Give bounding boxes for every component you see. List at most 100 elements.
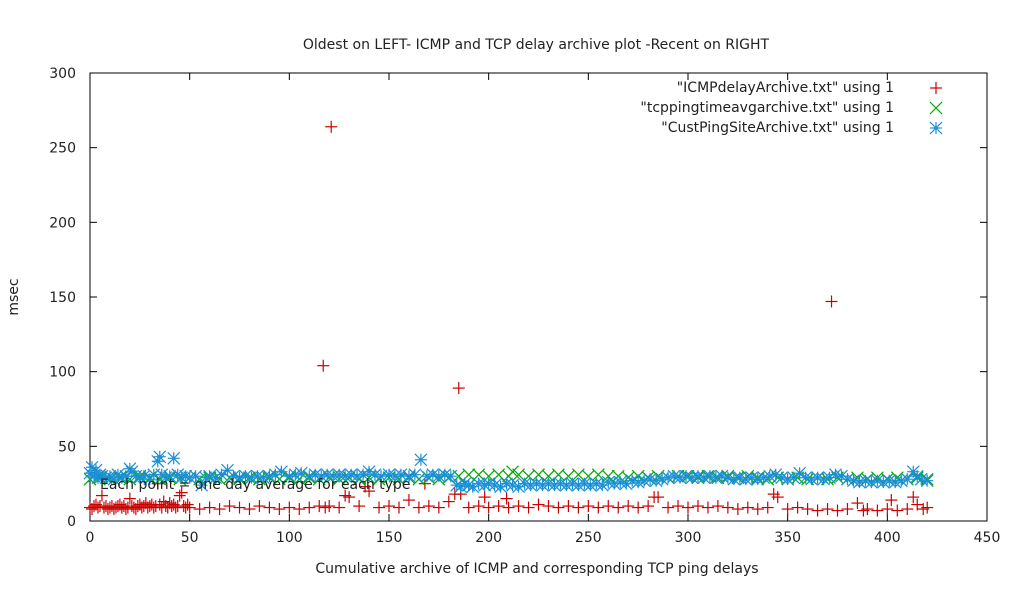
data-point bbox=[183, 501, 196, 514]
y-tick-label: 200 bbox=[49, 215, 76, 231]
data-point bbox=[612, 501, 625, 514]
data-point bbox=[422, 500, 435, 513]
y-tick-label: 250 bbox=[49, 141, 76, 157]
x-tick-label: 300 bbox=[675, 530, 702, 546]
data-point bbox=[243, 503, 256, 516]
y-tick-label: 100 bbox=[49, 365, 76, 381]
data-point bbox=[394, 468, 408, 482]
plot-frame bbox=[89, 72, 988, 522]
data-point bbox=[173, 489, 186, 502]
data-point bbox=[506, 465, 520, 479]
data-point bbox=[741, 501, 754, 514]
data-point bbox=[408, 468, 422, 482]
chart-annotation: Each point = one day average for each ty… bbox=[100, 477, 410, 493]
data-point bbox=[462, 501, 475, 514]
data-point bbox=[163, 469, 177, 483]
data-point bbox=[672, 500, 685, 513]
data-point bbox=[542, 500, 555, 513]
data-point bbox=[891, 504, 904, 517]
data-point bbox=[442, 495, 455, 508]
x-axis-label: Cumulative archive of ICMP and correspon… bbox=[315, 561, 758, 577]
data-point bbox=[602, 500, 615, 513]
legend: "ICMPdelayArchive.txt" using 1 "tcppingti… bbox=[640, 80, 943, 136]
data-point bbox=[353, 500, 366, 513]
x-axis: 0 50 100 150 200 250 300 350 400 450 bbox=[86, 73, 1001, 546]
data-point bbox=[412, 501, 425, 514]
data-point bbox=[466, 480, 480, 494]
data-point bbox=[861, 503, 874, 516]
data-point bbox=[472, 500, 485, 513]
data-point bbox=[642, 500, 655, 513]
data-point bbox=[268, 468, 282, 482]
data-point bbox=[181, 498, 194, 511]
data-point bbox=[343, 491, 356, 504]
data-point bbox=[402, 494, 415, 507]
data-point bbox=[652, 491, 665, 504]
data-point bbox=[512, 500, 525, 513]
data-point bbox=[362, 465, 376, 479]
data-point bbox=[831, 504, 844, 517]
data-point bbox=[414, 453, 428, 467]
x-tick-label: 200 bbox=[475, 530, 502, 546]
data-point bbox=[175, 486, 188, 499]
data-point bbox=[512, 480, 525, 494]
data-point bbox=[572, 501, 585, 514]
y-axis: 0 50 100 150 200 250 300 bbox=[49, 66, 987, 530]
data-point bbox=[167, 451, 181, 465]
data-point bbox=[811, 504, 824, 517]
data-point bbox=[791, 501, 804, 514]
data-point bbox=[721, 501, 734, 514]
data-points bbox=[83, 120, 934, 517]
data-point bbox=[432, 501, 445, 514]
data-point bbox=[920, 474, 934, 488]
x-tick-label: 150 bbox=[376, 530, 403, 546]
data-point bbox=[901, 503, 914, 516]
data-point bbox=[263, 501, 276, 514]
data-point bbox=[662, 501, 675, 514]
data-point bbox=[253, 500, 266, 513]
data-point bbox=[552, 501, 565, 514]
data-point bbox=[701, 501, 714, 514]
data-point bbox=[769, 468, 783, 482]
data-point bbox=[482, 501, 495, 514]
data-point bbox=[622, 500, 635, 513]
data-point bbox=[356, 468, 370, 482]
data-point bbox=[153, 450, 167, 464]
x-tick-label: 400 bbox=[874, 530, 901, 546]
data-point bbox=[711, 500, 724, 513]
x-tick-label: 0 bbox=[86, 530, 95, 546]
data-point bbox=[452, 382, 465, 395]
y-tick-label: 150 bbox=[49, 290, 76, 306]
x-tick-label: 450 bbox=[974, 530, 1001, 546]
data-point bbox=[691, 500, 704, 513]
data-point bbox=[781, 503, 794, 516]
data-point bbox=[885, 494, 898, 507]
data-point bbox=[383, 500, 395, 513]
data-point bbox=[333, 501, 346, 514]
x-tick-label: 250 bbox=[575, 530, 602, 546]
data-point bbox=[317, 359, 330, 372]
data-point bbox=[881, 503, 894, 516]
data-point bbox=[494, 480, 508, 494]
data-point bbox=[592, 501, 605, 514]
data-point bbox=[835, 469, 848, 483]
data-point bbox=[921, 501, 934, 514]
x-tick-label: 350 bbox=[774, 530, 801, 546]
legend-label: "CustPingSiteArchive.txt" using 1 bbox=[661, 120, 894, 136]
data-point bbox=[294, 466, 308, 480]
data-point bbox=[95, 489, 108, 502]
data-point bbox=[418, 477, 431, 490]
data-point bbox=[841, 503, 854, 516]
data-point bbox=[801, 503, 814, 516]
data-point bbox=[871, 504, 884, 517]
data-point bbox=[303, 501, 316, 514]
legend-marker bbox=[930, 82, 942, 94]
data-point bbox=[233, 501, 246, 514]
data-point bbox=[825, 295, 838, 308]
data-point bbox=[323, 500, 336, 513]
data-point bbox=[325, 120, 338, 133]
data-point bbox=[682, 501, 694, 514]
series-1 bbox=[84, 120, 934, 517]
legend-label: "ICMPdelayArchive.txt" using 1 bbox=[677, 80, 894, 96]
data-point bbox=[532, 498, 545, 511]
